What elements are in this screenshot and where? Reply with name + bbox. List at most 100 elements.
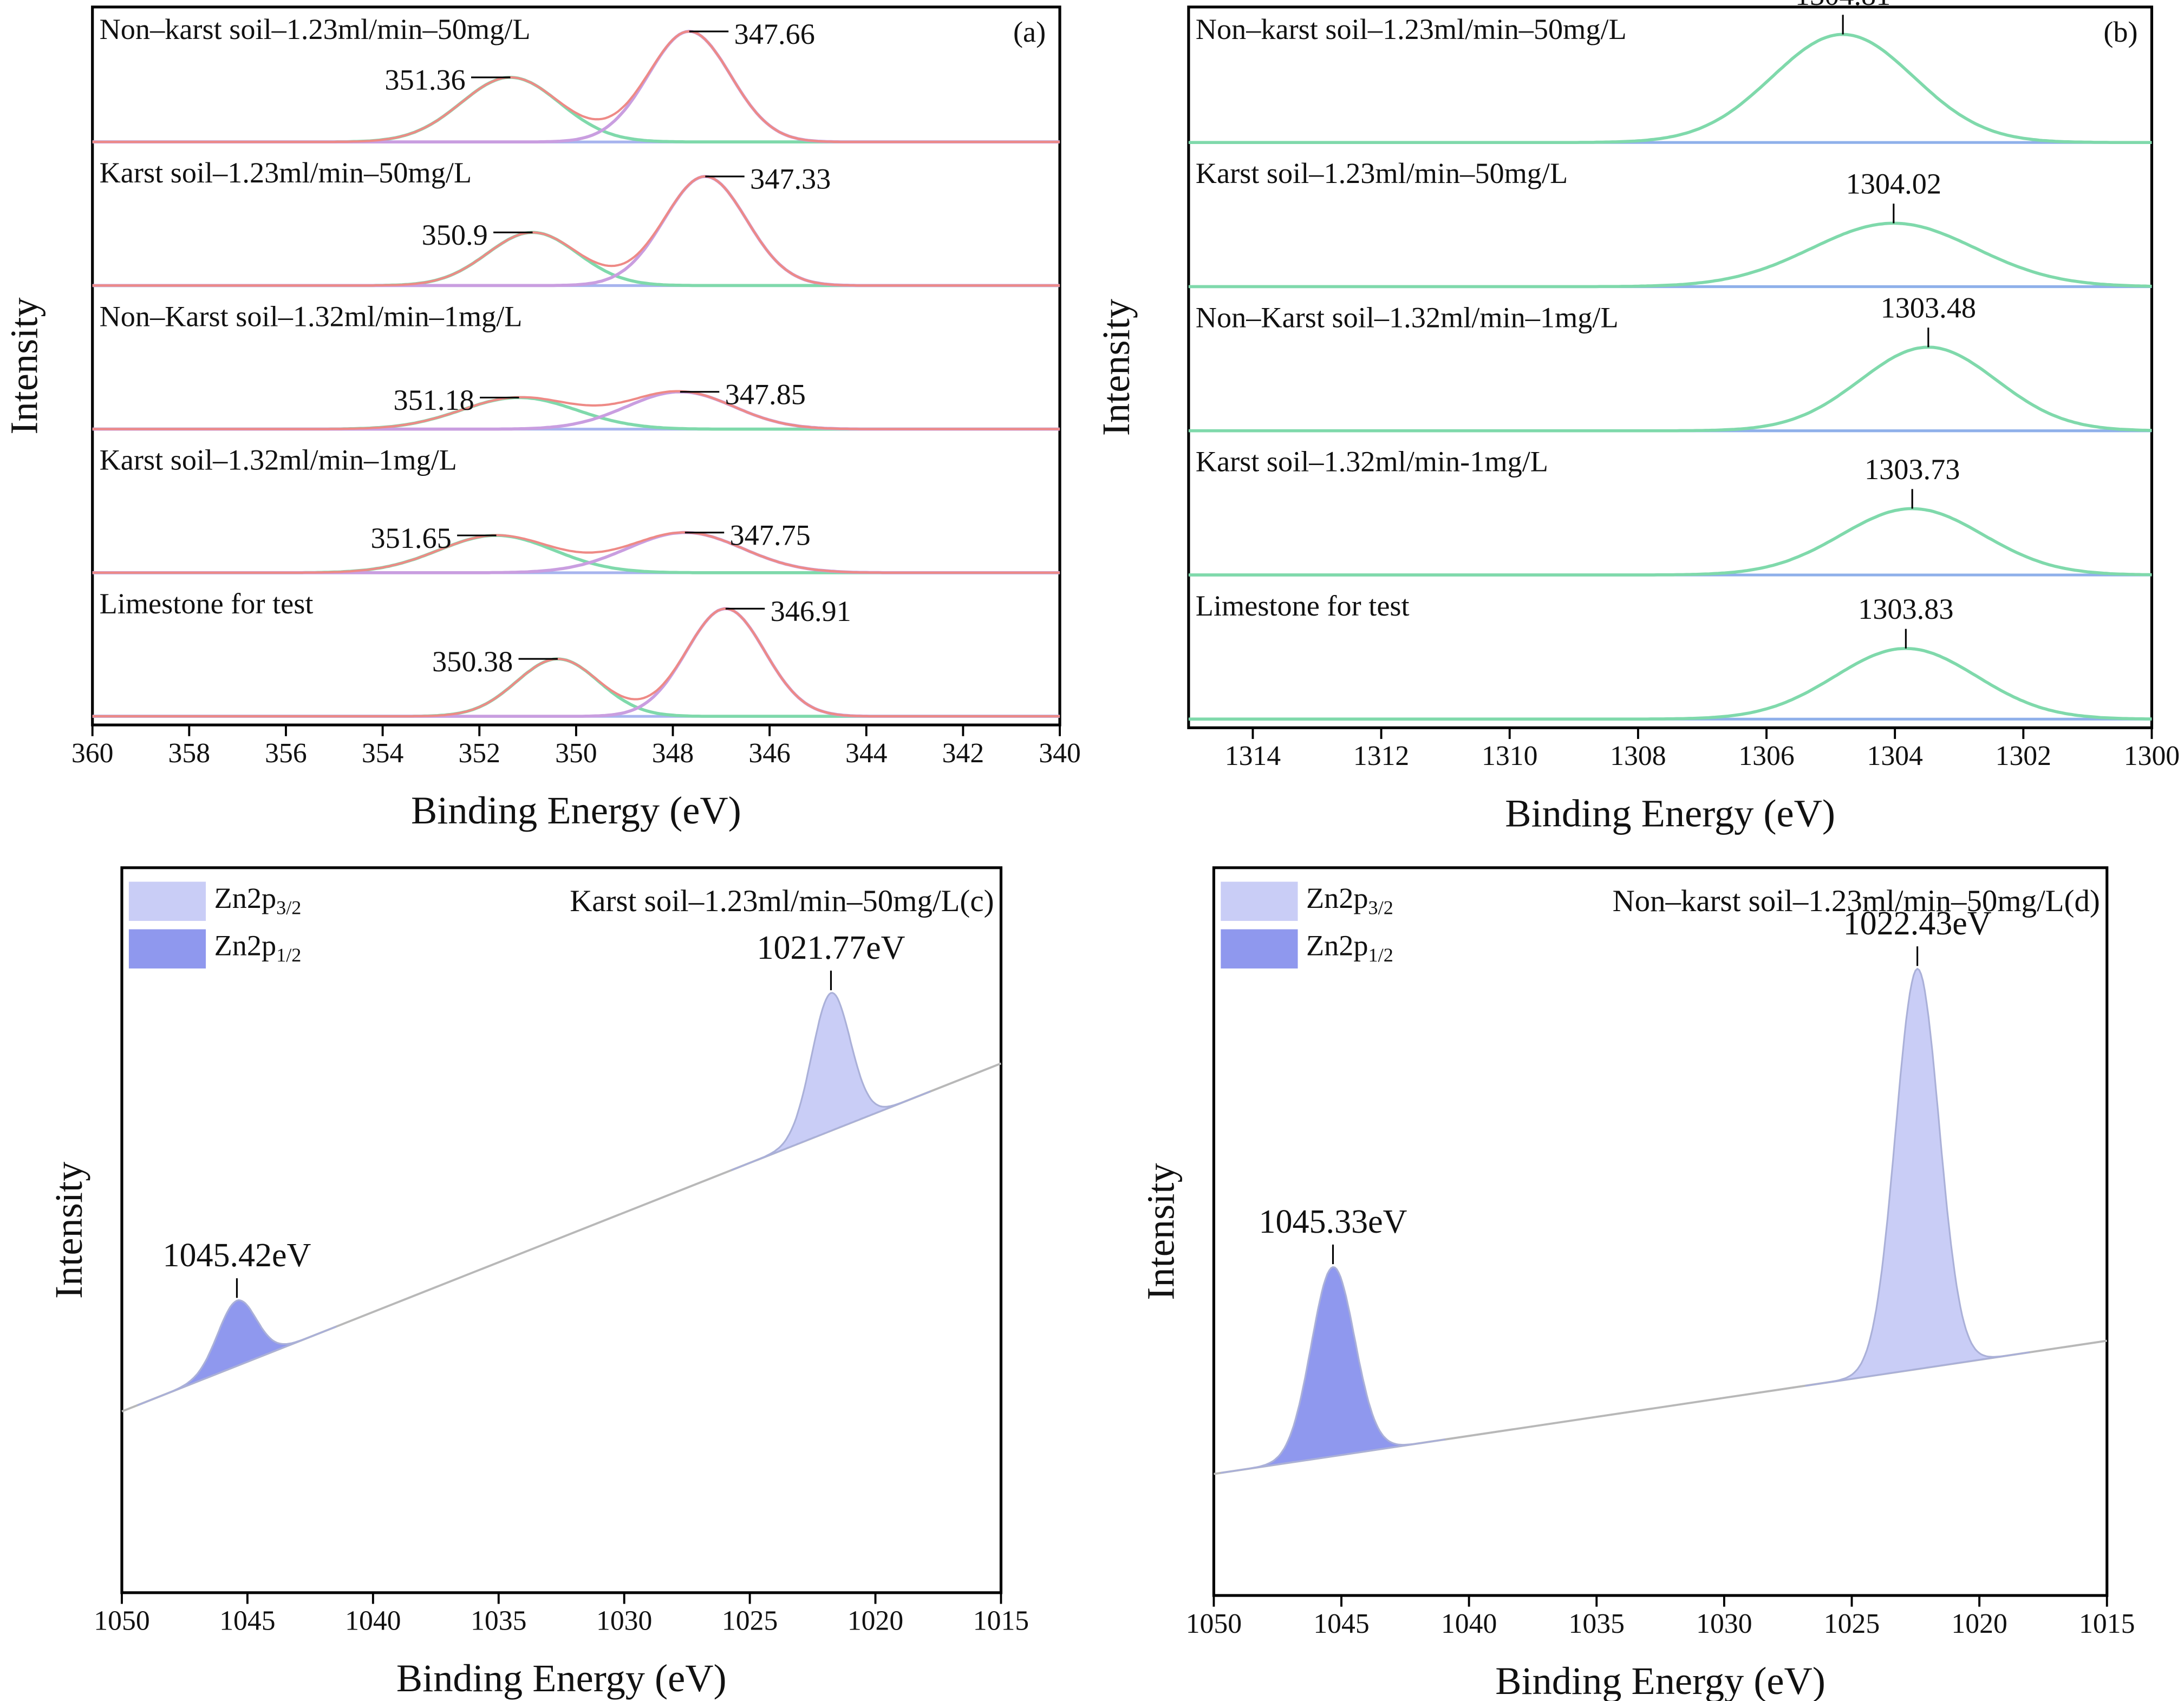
- fit-envelope: [92, 531, 1060, 574]
- peak-label: 347.75: [730, 519, 811, 551]
- x-tick-label: 1025: [722, 1606, 778, 1637]
- series-label: Karst soil–1.23ml/min–50mg/L: [1196, 157, 1568, 189]
- x-tick-label: 1045: [1313, 1608, 1369, 1639]
- peak-label: 1304.02: [1846, 168, 1941, 200]
- series-label: Non–Karst soil–1.32ml/min–1mg/L: [100, 300, 523, 332]
- x-tick-label: 348: [652, 738, 694, 769]
- legend-name: Zn2p: [1306, 930, 1368, 962]
- peak-component: [1188, 221, 2152, 289]
- legend-swatch: [128, 881, 206, 921]
- legend-label: Zn2p3/2: [214, 882, 302, 918]
- x-tick-label: 1050: [1186, 1608, 1242, 1639]
- legend-swatch: [128, 929, 206, 969]
- x-tick-label: 1035: [1569, 1608, 1625, 1639]
- y-axis-label: Intensity: [47, 1162, 90, 1299]
- legend-swatch: [1221, 881, 1298, 921]
- x-tick-label: 1035: [471, 1606, 526, 1637]
- series-label: Non–karst soil–1.23ml/min–50mg/L: [1196, 13, 1627, 45]
- series-label: Non–Karst soil–1.32ml/min–1mg/L: [1196, 301, 1619, 333]
- x-tick-label: 1030: [596, 1606, 652, 1637]
- x-tick-label: 1020: [1951, 1608, 2007, 1639]
- legend-name: Zn2p: [214, 930, 277, 962]
- x-axis-label: Binding Energy (eV): [396, 1657, 727, 1700]
- plot-frame: [1187, 5, 2154, 729]
- y-axis-label: Intensity: [1094, 299, 1138, 436]
- peak-component: [92, 175, 1060, 287]
- x-tick-label: 344: [845, 738, 888, 769]
- x-tick-label: 360: [71, 738, 114, 769]
- peak-label: 347.85: [725, 378, 806, 411]
- fit-envelope: [92, 607, 1060, 718]
- x-tick-label: 1312: [1353, 741, 1409, 771]
- peak-label: 351.36: [384, 64, 465, 96]
- chart-title: Karst soil–1.23ml/min–50mg/L(c): [570, 884, 994, 918]
- x-tick-label: 340: [1039, 738, 1081, 769]
- x-axis-label: Binding Energy (eV): [1495, 1659, 1826, 1701]
- legend-subscript: 3/2: [1368, 897, 1393, 919]
- peak-label: 350.9: [422, 219, 488, 251]
- series-label: Limestone for test: [100, 587, 314, 620]
- peak-component: [92, 657, 1060, 718]
- peak-label: 1045.42eV: [162, 1237, 311, 1274]
- legend-subscript: 1/2: [1368, 945, 1393, 966]
- peak-area: [731, 992, 931, 1171]
- x-tick-label: 1050: [94, 1606, 149, 1637]
- peak-component: [1188, 507, 2152, 577]
- y-axis-label: Intensity: [2, 297, 45, 434]
- peak-area: [1805, 967, 2030, 1387]
- peak-label: 1303.48: [1881, 292, 1976, 324]
- legend-subscript: 3/2: [276, 897, 301, 919]
- x-tick-label: 1310: [1482, 741, 1537, 771]
- x-tick-label: 352: [458, 738, 500, 769]
- legend-swatch: [1221, 929, 1298, 969]
- x-tick-label: 1306: [1738, 741, 1794, 771]
- x-tick-label: 1020: [847, 1606, 903, 1637]
- x-tick-label: 346: [748, 738, 791, 769]
- peak-area: [137, 1299, 337, 1406]
- panel-label: (b): [2103, 16, 2137, 48]
- series-label: Karst soil–1.32ml/min–1mg/L: [100, 444, 457, 476]
- peak-label: 351.65: [371, 522, 452, 554]
- peak-component: [92, 76, 1060, 143]
- x-tick-label: 1045: [219, 1606, 275, 1637]
- peak-label: 1021.77eV: [757, 930, 905, 966]
- x-tick-label: 1308: [1610, 741, 1666, 771]
- x-tick-label: 1040: [1441, 1608, 1497, 1639]
- peak-label: 1303.83: [1858, 593, 1953, 625]
- x-axis-label: Binding Energy (eV): [411, 789, 741, 832]
- x-tick-label: 1040: [345, 1606, 401, 1637]
- fit-envelope: [92, 390, 1060, 430]
- series-label: Karst soil–1.23ml/min–50mg/L: [100, 156, 472, 189]
- panel-label: (a): [1013, 16, 1046, 48]
- peak-label: 1304.81: [1795, 0, 1890, 11]
- peak-label: 351.18: [394, 384, 474, 416]
- peak-label: 347.33: [750, 163, 831, 195]
- peak-component: [1188, 32, 2152, 145]
- peak-label: 350.38: [432, 645, 513, 678]
- peak-area: [1220, 1266, 1445, 1474]
- x-tick-label: 350: [555, 738, 597, 769]
- series-label: Non–karst soil–1.23ml/min–50mg/L: [100, 13, 531, 45]
- peak-label: 1022.43eV: [1843, 905, 1992, 942]
- x-tick-label: 1314: [1225, 741, 1281, 771]
- x-tick-label: 1302: [1996, 741, 2051, 771]
- fit-envelope: [92, 30, 1060, 143]
- x-tick-label: 1015: [973, 1606, 1029, 1637]
- legend-name: Zn2p: [1306, 882, 1368, 914]
- x-axis-label: Binding Energy (eV): [1505, 791, 1835, 835]
- plot-frame: [120, 866, 1003, 1594]
- peak-component: [92, 607, 1060, 718]
- x-tick-label: 1015: [2079, 1608, 2135, 1639]
- fit-envelope: [92, 175, 1060, 287]
- peak-label: 347.66: [734, 18, 815, 50]
- x-tick-label: 1025: [1824, 1608, 1880, 1639]
- legend-subscript: 1/2: [276, 945, 301, 966]
- peak-component: [1188, 345, 2152, 433]
- plot-frame: [1212, 866, 2109, 1597]
- x-tick-label: 1030: [1696, 1608, 1752, 1639]
- series-label: Limestone for test: [1196, 590, 1410, 622]
- legend-label: Zn2p1/2: [214, 930, 302, 966]
- peak-label: 346.91: [771, 595, 851, 627]
- legend-label: Zn2p3/2: [1306, 882, 1393, 918]
